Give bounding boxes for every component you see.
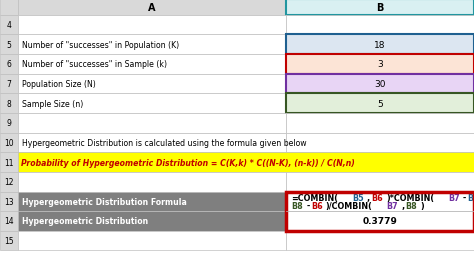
Text: Population Size (N): Population Size (N) [22,80,96,89]
Bar [0,94,18,114]
Bar [286,192,474,211]
Bar [18,16,286,35]
Bar [286,211,474,231]
Bar [18,231,286,250]
Bar [286,172,474,192]
Text: )/COMBIN(: )/COMBIN( [326,201,373,210]
Bar [0,74,18,94]
Text: B5: B5 [467,193,474,202]
Text: Probability of Hypergeometric Distribution = C(K,k) * C((N-K), (n-k)) / C(N,n): Probability of Hypergeometric Distributi… [21,158,355,167]
Bar [18,94,286,114]
Text: =COMBIN(: =COMBIN( [292,193,338,202]
Bar [286,94,474,114]
Bar [0,231,18,250]
Text: B: B [376,3,383,13]
Text: B8: B8 [405,201,417,210]
Text: -: - [307,201,310,210]
Bar [0,153,18,172]
Bar [0,192,18,211]
Text: )*COMBIN(: )*COMBIN( [386,193,434,202]
Text: B8: B8 [292,201,303,210]
Bar [286,192,474,231]
Text: 5: 5 [377,99,383,108]
Text: B6: B6 [311,201,322,210]
Text: 18: 18 [374,41,386,50]
Bar [18,74,286,94]
Text: 11: 11 [4,158,14,167]
Bar [286,0,474,16]
Bar [18,0,286,16]
Bar [18,35,286,55]
Bar [0,16,18,35]
Bar [286,35,474,55]
Bar [18,192,286,211]
Text: B6: B6 [371,193,383,202]
Text: Sample Size (n): Sample Size (n) [22,99,83,108]
Bar [286,231,474,250]
Text: Number of "successes" in Sample (k): Number of "successes" in Sample (k) [22,60,167,69]
Bar [286,133,474,153]
Text: ,: , [401,201,404,210]
Text: 8: 8 [7,99,11,108]
Bar [18,114,286,133]
Text: A: A [148,3,155,13]
Text: Hypergeometric Distribution Formula: Hypergeometric Distribution Formula [22,197,187,206]
Text: -: - [463,193,466,202]
Bar [18,133,286,153]
Text: B5: B5 [352,193,364,202]
Text: 7: 7 [7,80,11,89]
Bar [0,0,18,16]
Bar [0,211,18,231]
Bar [18,55,286,74]
Text: Number of "successes" in Population (K): Number of "successes" in Population (K) [22,41,179,50]
Bar [0,172,18,192]
Text: 15: 15 [4,236,14,245]
Text: 3: 3 [377,60,383,69]
Bar [286,16,474,35]
Text: 9: 9 [7,119,11,128]
Text: 30: 30 [374,80,386,89]
Text: ,: , [367,193,370,202]
Text: 0.3779: 0.3779 [363,217,397,226]
Bar [0,133,18,153]
Text: 5: 5 [7,41,11,50]
Bar [286,74,474,94]
Bar [0,114,18,133]
Text: 4: 4 [7,21,11,30]
Bar [18,172,286,192]
Bar [18,153,474,172]
Text: B7: B7 [386,201,398,210]
Bar [18,211,286,231]
Text: 13: 13 [4,197,14,206]
Text: 6: 6 [7,60,11,69]
Text: B7: B7 [448,193,460,202]
Bar [286,55,474,74]
Bar [0,55,18,74]
Bar [286,114,474,133]
Text: Hypergeometric Distribution: Hypergeometric Distribution [22,217,148,226]
Text: ): ) [420,201,424,210]
Bar [0,35,18,55]
Text: 10: 10 [4,138,14,147]
Text: 14: 14 [4,217,14,226]
Text: Hypergeometric Distribution is calculated using the formula given below: Hypergeometric Distribution is calculate… [22,138,306,147]
Text: 12: 12 [4,178,14,186]
